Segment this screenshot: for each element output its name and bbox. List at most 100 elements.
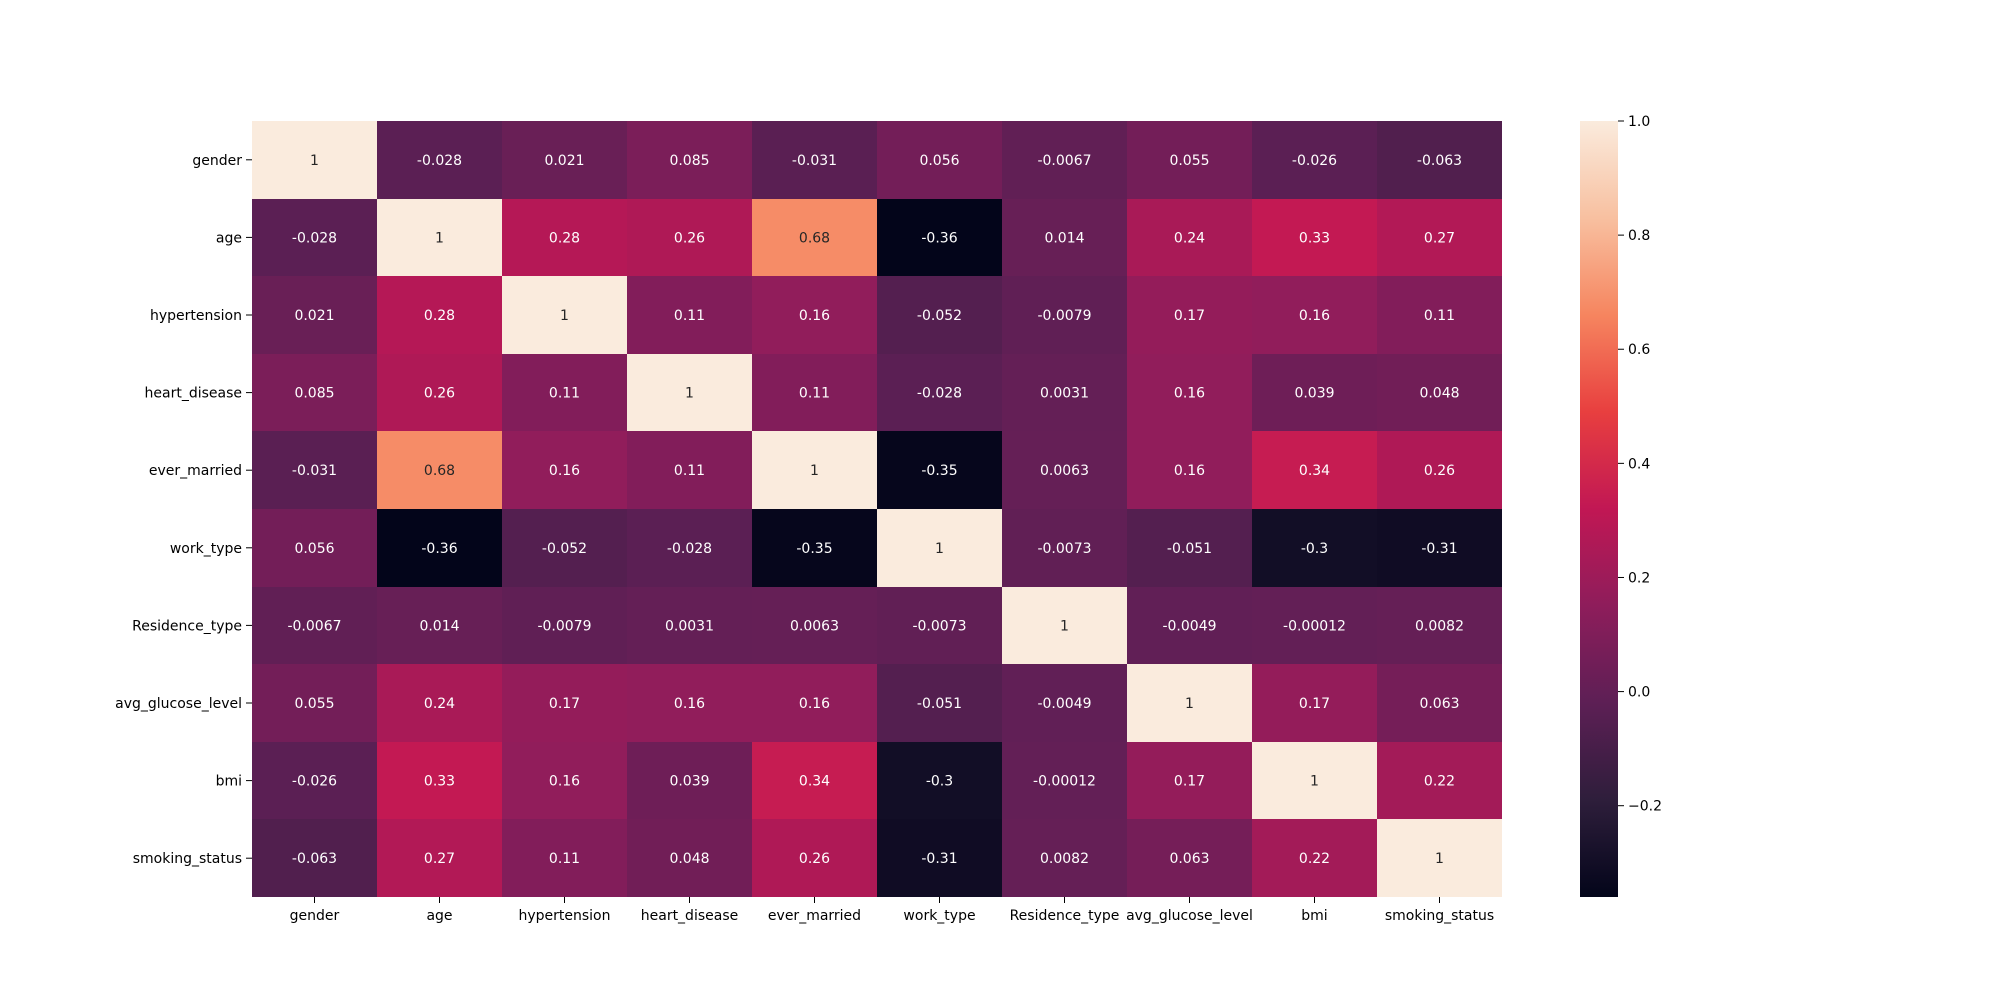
cell-value-label: 0.0082 xyxy=(1415,618,1464,634)
heatmap-cell xyxy=(627,354,752,431)
heatmap-cell xyxy=(252,509,377,587)
colorbar-tick-label: 0.2 xyxy=(1628,570,1650,586)
heatmap-cell xyxy=(1377,742,1502,819)
heatmap-cell-labels: 1 -0.028 0.021 0.085 -0.031 0.056 -0.0067 0.055… xyxy=(287,153,1464,867)
cell-value-label: 0.27 xyxy=(424,851,455,867)
cell-value-label: 0.68 xyxy=(799,230,830,246)
cell-value-label: 0.039 xyxy=(669,774,709,790)
heatmap-cell xyxy=(377,199,502,276)
heatmap-cell xyxy=(627,276,752,354)
x-tick-label: bmi xyxy=(1301,908,1327,924)
cell-value-label: 0.26 xyxy=(424,386,455,402)
heatmap-cell xyxy=(1127,431,1252,509)
cell-value-label: -0.051 xyxy=(917,696,962,712)
cell-value-label: 0.063 xyxy=(1169,851,1209,867)
cell-value-label: -0.3 xyxy=(926,774,953,790)
cell-value-label: 0.014 xyxy=(419,618,459,634)
y-tick-label: hypertension xyxy=(150,308,242,324)
cell-value-label: -0.36 xyxy=(421,541,457,557)
cell-value-label: 0.26 xyxy=(1424,463,1455,479)
heatmap-cell xyxy=(502,587,627,664)
cell-value-label: 0.16 xyxy=(799,696,830,712)
heatmap-cell xyxy=(377,664,502,742)
heatmap-cell xyxy=(1252,276,1377,354)
heatmap-cell xyxy=(1377,819,1502,897)
heatmap-cell xyxy=(1377,509,1502,587)
heatmap-cell xyxy=(877,509,1002,587)
cell-value-label: 0.16 xyxy=(799,308,830,324)
heatmap-cell xyxy=(377,354,502,431)
heatmap-cell xyxy=(502,509,627,587)
cell-value-label: -0.0049 xyxy=(1037,696,1091,712)
cell-value-label: 0.34 xyxy=(1299,463,1330,479)
cell-value-label: 0.0082 xyxy=(1040,851,1089,867)
heatmap-cell xyxy=(252,199,377,276)
colorbar-tick-label: 1.0 xyxy=(1628,114,1650,130)
cell-value-label: -0.028 xyxy=(417,153,462,169)
heatmap-cell xyxy=(752,742,877,819)
cell-value-label: 0.0063 xyxy=(1040,463,1089,479)
cell-value-label: 0.055 xyxy=(1169,153,1209,169)
heatmap-cell xyxy=(1377,431,1502,509)
cell-value-label: 1 xyxy=(1060,618,1069,634)
cell-value-label: -0.00012 xyxy=(1283,618,1346,634)
cell-value-label: 0.28 xyxy=(424,308,455,324)
cell-value-label: -0.063 xyxy=(292,851,337,867)
heatmap-cells xyxy=(252,121,1502,897)
heatmap-cell xyxy=(1252,819,1377,897)
cell-value-label: -0.35 xyxy=(796,541,832,557)
cell-value-label: 0.048 xyxy=(1419,386,1459,402)
heatmap-cell xyxy=(1127,742,1252,819)
cell-value-label: 0.021 xyxy=(544,153,584,169)
heatmap-cell xyxy=(627,199,752,276)
y-tick-label: gender xyxy=(192,153,242,169)
heatmap-cell xyxy=(1252,664,1377,742)
heatmap-cell xyxy=(1377,587,1502,664)
x-tick-label: age xyxy=(426,908,452,924)
heatmap-cell xyxy=(502,431,627,509)
heatmap-cell xyxy=(1377,199,1502,276)
heatmap-cell xyxy=(752,664,877,742)
cell-value-label: 0.11 xyxy=(674,308,705,324)
cell-value-label: -0.026 xyxy=(292,774,337,790)
cell-value-label: 0.16 xyxy=(674,696,705,712)
cell-value-label: 1 xyxy=(1310,774,1319,790)
cell-value-label: -0.31 xyxy=(921,851,957,867)
cell-value-label: 0.17 xyxy=(549,696,580,712)
y-tick-label: Residence_type xyxy=(132,618,242,634)
cell-value-label: -0.031 xyxy=(292,463,337,479)
cell-value-label: -0.0073 xyxy=(1037,541,1091,557)
x-tick-label: work_type xyxy=(903,908,975,924)
heatmap-cell xyxy=(627,431,752,509)
cell-value-label: 0.16 xyxy=(549,463,580,479)
cell-value-label: -0.028 xyxy=(292,230,337,246)
cell-value-label: 0.055 xyxy=(294,696,334,712)
heatmap-cell xyxy=(252,664,377,742)
heatmap-cell xyxy=(1127,354,1252,431)
cell-value-label: 0.11 xyxy=(799,386,830,402)
y-tick-label: heart_disease xyxy=(145,386,242,402)
cell-value-label: -0.31 xyxy=(1421,541,1457,557)
heatmap-cell xyxy=(252,742,377,819)
cell-value-label: 0.24 xyxy=(1174,230,1205,246)
heatmap-cell xyxy=(877,121,1002,199)
y-tick-label: age xyxy=(216,230,242,246)
heatmap-cell xyxy=(1127,664,1252,742)
cell-value-label: -0.0067 xyxy=(1037,153,1091,169)
y-tick-label: avg_glucose_level xyxy=(115,696,242,712)
cell-value-label: 1 xyxy=(810,463,819,479)
cell-value-label: 0.26 xyxy=(674,230,705,246)
heatmap-cell xyxy=(627,121,752,199)
heatmap-cell xyxy=(1252,431,1377,509)
heatmap-cell xyxy=(877,819,1002,897)
cell-value-label: 0.17 xyxy=(1299,696,1330,712)
heatmap-cell xyxy=(377,587,502,664)
y-tick-label: work_type xyxy=(170,541,242,557)
cell-value-label: 0.048 xyxy=(669,851,709,867)
colorbar-tick-label: 0.0 xyxy=(1628,685,1650,701)
colorbar-tick-label: −0.2 xyxy=(1628,799,1662,815)
cell-value-label: 0.17 xyxy=(1174,774,1205,790)
heatmap-cell xyxy=(502,121,627,199)
heatmap-cell xyxy=(1127,199,1252,276)
